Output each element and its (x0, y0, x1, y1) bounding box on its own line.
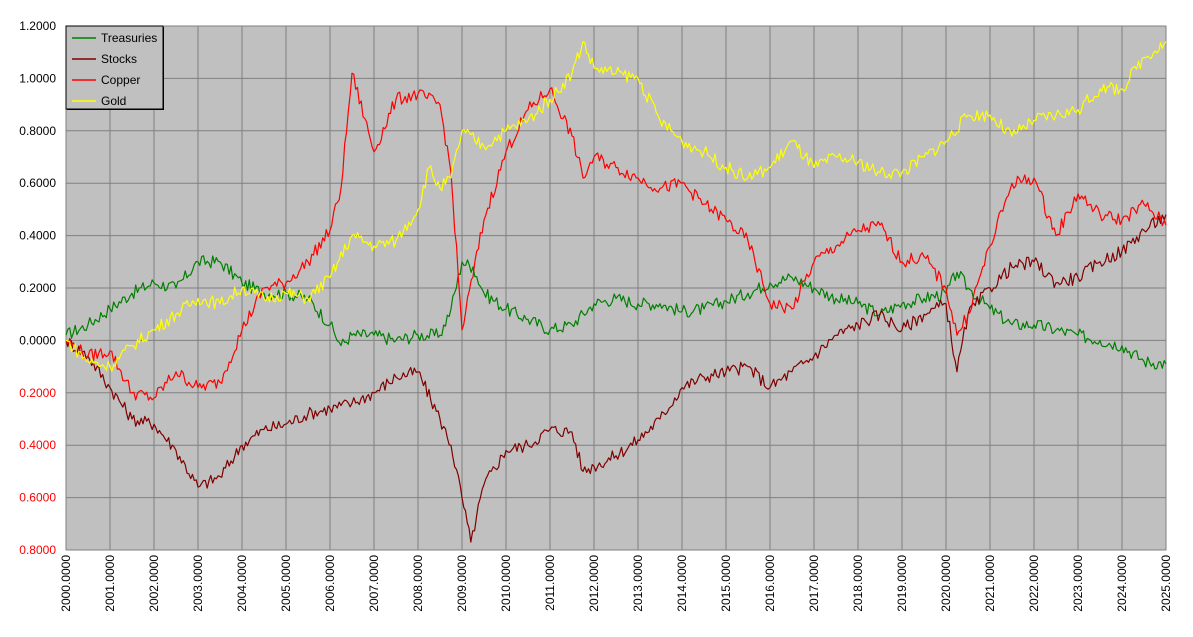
y-tick-label: 0.2000 (19, 386, 56, 400)
x-tick-label: 2017.0000 (807, 555, 821, 612)
y-axis-tick-labels: 1.2000 1.0000 0.8000 0.6000 0.4000 0.2000 0.00… (19, 19, 56, 557)
y-tick-label: 0.6000 (19, 491, 56, 505)
legend-label: Treasuries (101, 31, 157, 45)
legend-label: Copper (101, 73, 140, 87)
plot-border (65, 25, 1167, 551)
x-tick-label: 2007.0000 (367, 555, 381, 612)
x-tick-label: 2005.0000 (279, 555, 293, 612)
y-tick-label: 1.0000 (19, 71, 56, 85)
y-tick-label: 0.4000 (19, 438, 56, 452)
x-tick-label: 2000.0000 (59, 555, 73, 612)
series-line-gold (65, 41, 1167, 372)
x-axis-tick-labels: 2000.0000 2001.0000 2002.0000 2003.0000 2004… (59, 555, 1173, 612)
legend-box (65, 25, 164, 110)
x-tick-label: 2024.0000 (1115, 555, 1129, 612)
x-tick-label: 2019.0000 (895, 555, 909, 612)
legend-label: Stocks (101, 52, 137, 66)
y-tick-label: 0.0000 (19, 333, 56, 347)
y-tick-label: 0.2000 (19, 281, 56, 295)
series-lines (65, 41, 1167, 543)
x-tick-label: 2022.0000 (1027, 555, 1041, 612)
x-tick-label: 2009.0000 (455, 555, 469, 612)
y-tick-label: 0.8000 (19, 543, 56, 557)
x-tick-label: 2004.0000 (235, 555, 249, 612)
x-tick-label: 2008.0000 (411, 555, 425, 612)
x-tick-label: 2015.0000 (719, 555, 733, 612)
x-tick-label: 2006.0000 (323, 555, 337, 612)
legend: Treasuries Stocks Copper Gold (65, 25, 164, 110)
legend-label: Gold (101, 94, 126, 108)
x-tick-label: 2016.0000 (763, 555, 777, 612)
series-line-stocks (65, 214, 1167, 543)
series-line-treasuries (65, 255, 1167, 370)
x-tick-label: 2003.0000 (191, 555, 205, 612)
x-tick-label: 2002.0000 (147, 555, 161, 612)
x-tick-label: 2010.0000 (499, 555, 513, 612)
x-tick-label: 2018.0000 (851, 555, 865, 612)
x-tick-label: 2025.0000 (1159, 555, 1173, 612)
x-tick-label: 2011.0000 (543, 555, 557, 611)
y-tick-label: 1.2000 (19, 19, 56, 33)
x-tick-label: 2012.0000 (587, 555, 601, 612)
x-tick-label: 2001.0000 (103, 555, 117, 612)
series-line-copper (65, 72, 1167, 401)
y-tick-label: 0.8000 (19, 124, 56, 138)
y-tick-label: 0.4000 (19, 229, 56, 243)
x-tick-label: 2014.0000 (675, 555, 689, 612)
x-tick-label: 2023.0000 (1071, 555, 1085, 612)
y-tick-label: 0.6000 (19, 176, 56, 190)
x-tick-label: 2021.0000 (983, 555, 997, 612)
x-tick-label: 2020.0000 (939, 555, 953, 612)
x-tick-label: 2013.0000 (631, 555, 645, 612)
